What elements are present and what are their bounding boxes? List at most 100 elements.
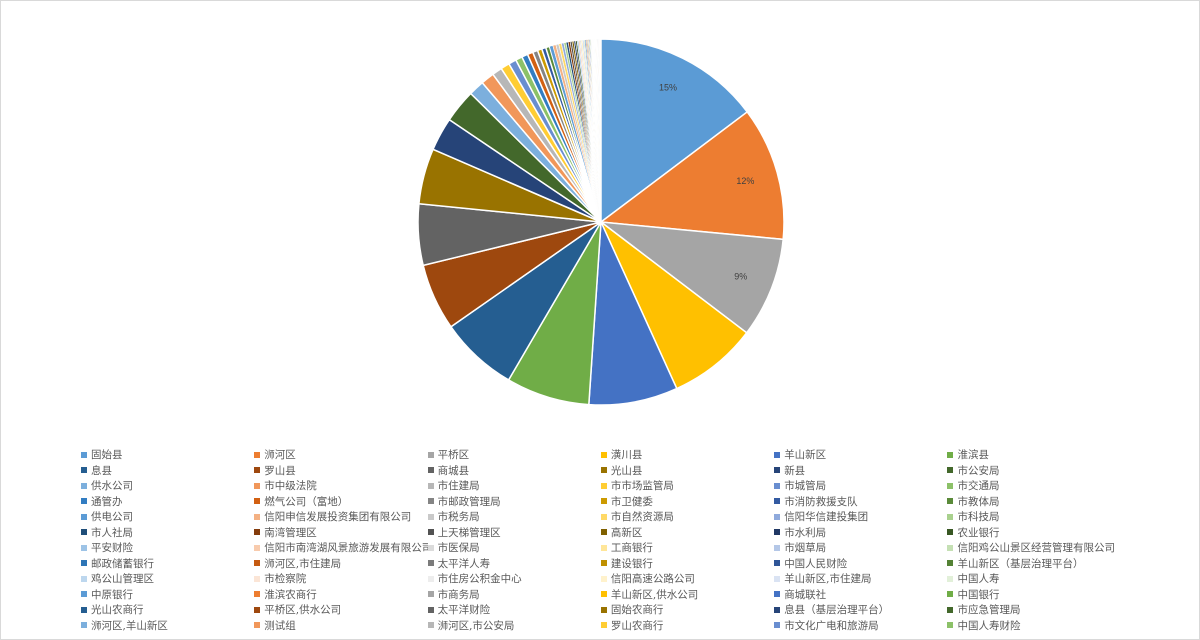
legend-label: 鸡公山管理区: [91, 573, 154, 586]
pie-slice: [588, 221, 678, 406]
legend-item: 鸡公山管理区: [81, 571, 254, 587]
legend-label: 市住房公积金中心: [437, 573, 522, 586]
legend-label: 市文化广电和旅游局: [784, 619, 879, 632]
legend-label: 息县（基层治理平台）: [784, 604, 890, 617]
legend-swatch: [427, 606, 434, 613]
legend-swatch: [947, 575, 954, 582]
legend-label: 中国银行: [957, 588, 1000, 601]
legend-label: 高新区: [610, 526, 643, 539]
legend-item: 淮滨农商行: [254, 587, 427, 603]
legend-swatch: [81, 513, 87, 520]
legend-label: 羊山新区（基层治理平台）: [957, 557, 1084, 570]
legend-swatch: [81, 544, 87, 551]
legend-item: 浉河区,市住建局: [254, 556, 427, 572]
legend-item: 商城县: [427, 463, 601, 479]
legend-item: 市医保局: [427, 540, 601, 556]
legend-label: 平桥区,供水公司: [264, 604, 342, 617]
legend-label: 商城联社: [784, 588, 827, 601]
legend-item: 浉河区: [254, 447, 427, 463]
legend-swatch: [774, 544, 781, 551]
legend-item: 罗山农商行: [600, 618, 774, 634]
legend-swatch: [254, 498, 261, 505]
legend-item: 测试组: [254, 618, 427, 634]
legend-swatch: [254, 451, 261, 458]
legend-swatch: [947, 622, 954, 629]
legend-label: 羊山新区,市住建局: [784, 573, 872, 586]
legend-swatch: [947, 513, 954, 520]
legend-item: 平桥区: [427, 447, 601, 463]
legend-item: 新县: [774, 463, 947, 479]
legend-label: 市水利局: [784, 526, 827, 539]
legend-item: 中国银行: [947, 587, 1120, 603]
legend-item: 南湾管理区: [254, 525, 427, 541]
legend-swatch: [947, 606, 954, 613]
legend-label: 市卫健委: [610, 495, 653, 508]
legend-swatch: [427, 591, 434, 598]
legend-swatch: [81, 622, 87, 629]
legend-item: 市住建局: [427, 478, 601, 494]
legend-label: 浉河区,市公安局: [437, 619, 515, 632]
legend-swatch: [254, 606, 261, 613]
legend-label: 浉河区,羊山新区: [91, 619, 168, 632]
legend-item: 信阳鸡公山景区经营管理有限公司: [947, 540, 1120, 556]
legend-swatch: [254, 513, 261, 520]
legend-label: 市教体局: [957, 495, 1000, 508]
legend-label: 浉河区,市住建局: [264, 557, 342, 570]
legend-swatch: [600, 622, 607, 629]
legend-swatch: [600, 560, 607, 567]
slice-data-label: 15%: [659, 83, 677, 93]
legend-label: 市税务局: [437, 511, 480, 524]
legend-item: 太平洋人寿: [427, 556, 601, 572]
legend-item: 市文化广电和旅游局: [774, 618, 947, 634]
legend-label: 市应急管理局: [957, 604, 1021, 617]
legend-label: 中原银行: [91, 588, 133, 601]
legend-item: 中国人寿: [947, 571, 1120, 587]
legend-swatch: [81, 451, 87, 458]
legend-swatch: [947, 529, 954, 536]
legend-item: 羊山新区（基层治理平台）: [947, 556, 1120, 572]
legend-item: 固始县: [81, 447, 254, 463]
legend-label: 固始农商行: [610, 604, 664, 617]
legend-swatch: [947, 451, 954, 458]
legend-swatch: [774, 560, 781, 567]
legend-label: 市市场监管局: [610, 480, 674, 493]
legend-item: 光山县: [600, 463, 774, 479]
legend-label: 供电公司: [91, 511, 133, 524]
legend-item: 工商银行: [600, 540, 774, 556]
legend-label: 浉河区: [264, 449, 296, 462]
legend-label: 供水公司: [91, 480, 133, 493]
legend-label: 通管办: [91, 495, 123, 508]
legend-swatch: [427, 529, 434, 536]
legend-item: 市市场监管局: [600, 478, 774, 494]
legend-swatch: [254, 575, 261, 582]
slice-data-label: 12%: [736, 176, 754, 186]
legend-label: 市检察院: [264, 573, 307, 586]
legend-swatch: [774, 513, 781, 520]
legend-label: 平安财险: [91, 542, 133, 555]
pie-chart: 15% 12% 9%: [417, 38, 785, 406]
legend-label: 市城管局: [784, 480, 827, 493]
legend-label: 信阳鸡公山景区经营管理有限公司: [957, 542, 1115, 555]
legend-swatch: [774, 482, 781, 489]
legend-swatch: [427, 467, 434, 474]
legend-label: 中国人寿: [957, 573, 1000, 586]
legend-swatch: [947, 560, 954, 567]
legend-label: 淮滨县: [957, 449, 989, 462]
legend-swatch: [774, 467, 781, 474]
legend-item: 平安财险: [81, 540, 254, 556]
legend-item: 市交通局: [947, 478, 1120, 494]
legend-label: 羊山新区,供水公司: [610, 588, 699, 601]
legend-item: 信阳市南湾湖风景旅游发展有限公司: [254, 540, 428, 556]
legend-label: 光山农商行: [91, 604, 144, 617]
legend-swatch: [254, 544, 261, 551]
legend-item: 中原银行: [81, 587, 254, 603]
legend-swatch: [774, 529, 781, 536]
legend-label: 平桥区: [437, 449, 470, 462]
legend-swatch: [600, 467, 607, 474]
legend-item: 商城联社: [774, 587, 947, 603]
legend-item: 信阳申信发展投资集团有限公司: [254, 509, 427, 525]
legend-item: 市检察院: [254, 571, 427, 587]
legend-swatch: [254, 529, 261, 536]
legend-swatch: [947, 498, 954, 505]
legend-item: 高新区: [600, 525, 774, 541]
